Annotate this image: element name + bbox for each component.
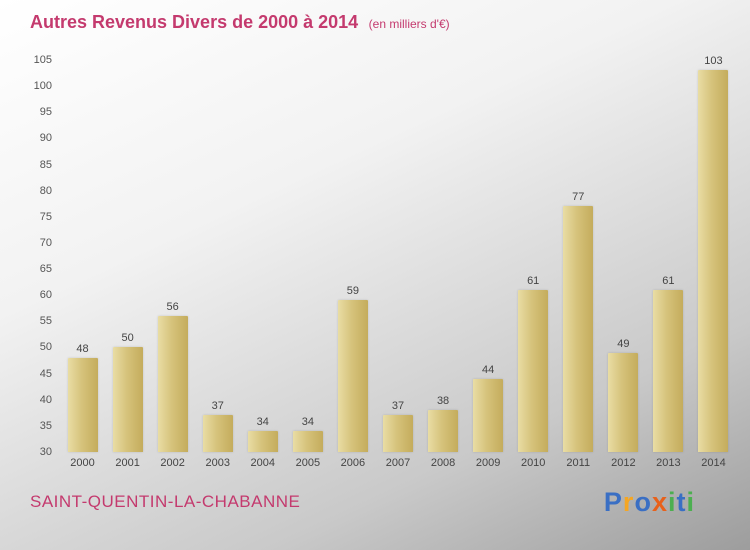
bar-slot: 56 2002 bbox=[150, 301, 195, 469]
logo-letter: t bbox=[676, 487, 687, 517]
y-axis-tick-label: 40 bbox=[39, 393, 52, 406]
y-axis-tick-label: 80 bbox=[39, 184, 52, 197]
bar bbox=[247, 431, 278, 452]
bar-value-label: 56 bbox=[166, 301, 179, 314]
bar-value-label: 37 bbox=[211, 400, 224, 413]
bar bbox=[382, 415, 413, 452]
y-axis-tick-label: 45 bbox=[39, 367, 52, 380]
bar bbox=[473, 378, 504, 452]
y-axis-tick-label: 50 bbox=[39, 341, 52, 354]
x-axis-tick-label: 2009 bbox=[475, 457, 501, 469]
bar-slot: 37 2003 bbox=[195, 400, 240, 469]
bar bbox=[608, 352, 639, 452]
x-axis-tick-label: 2004 bbox=[250, 457, 276, 469]
x-axis-tick-label: 2007 bbox=[385, 457, 411, 469]
logo-letter: i bbox=[667, 487, 677, 517]
y-axis-tick-label: 30 bbox=[39, 446, 52, 458]
bar-slot: 44 2009 bbox=[466, 363, 511, 469]
bar-slot: 38 2008 bbox=[421, 395, 466, 469]
bar bbox=[563, 206, 594, 452]
bar bbox=[112, 347, 143, 452]
commune-name: SAINT-QUENTIN-LA-CHABANNE bbox=[30, 492, 301, 511]
bar-value-label: 34 bbox=[301, 416, 314, 429]
x-axis-tick-label: 2000 bbox=[70, 457, 95, 469]
y-axis-tick-label: 90 bbox=[39, 132, 52, 145]
y-axis-tick-label: 100 bbox=[33, 80, 52, 93]
x-axis-tick-label: 2002 bbox=[160, 457, 185, 469]
bar-slot: 48 2000 bbox=[60, 342, 105, 469]
bar-chart: 30 35 40 45 50 55 60 65 70 75 80 85 90 95 100 105 48 2000… bbox=[34, 54, 736, 469]
bar bbox=[292, 431, 323, 452]
bar bbox=[428, 410, 459, 452]
x-axis-tick-label: 2008 bbox=[430, 457, 456, 469]
bar-slot: 50 2001 bbox=[105, 332, 150, 469]
bar-slot: 61 2010 bbox=[511, 274, 556, 469]
x-axis-tick-label: 2012 bbox=[611, 457, 636, 469]
logo-letter: r bbox=[622, 487, 635, 517]
bar-slot: 77 2011 bbox=[556, 191, 601, 469]
y-axis-tick-label: 65 bbox=[39, 263, 52, 276]
y-axis-tick-label: 105 bbox=[33, 54, 52, 66]
logo-letter: P bbox=[603, 487, 623, 517]
bar bbox=[653, 289, 684, 452]
bar bbox=[698, 70, 729, 452]
bar-slot: 37 2007 bbox=[375, 400, 420, 469]
y-axis-tick-label: 95 bbox=[39, 106, 52, 119]
bar-slot: 61 2013 bbox=[646, 274, 691, 469]
bar-value-label: 59 bbox=[346, 285, 360, 298]
y-axis-tick-label: 70 bbox=[39, 236, 52, 249]
bar-value-label: 61 bbox=[662, 274, 675, 287]
x-axis-tick-label: 2006 bbox=[340, 457, 366, 469]
logo-letter: o bbox=[634, 487, 652, 517]
bar bbox=[202, 415, 233, 452]
x-axis-tick-label: 2005 bbox=[295, 457, 321, 469]
proxiti-logo[interactable]: Proxiti bbox=[604, 487, 695, 518]
logo-letter: x bbox=[651, 487, 668, 517]
y-axis-tick-label: 55 bbox=[39, 315, 52, 328]
bar-value-label: 50 bbox=[121, 332, 134, 345]
bar-value-label: 44 bbox=[482, 363, 495, 376]
bar-value-label: 61 bbox=[527, 274, 540, 287]
chart-header: Autres Revenus Divers de 2000 à 2014 (en… bbox=[30, 12, 450, 33]
x-axis-tick-label: 2014 bbox=[701, 457, 726, 469]
chart-title: Autres Revenus Divers de 2000 à 2014 bbox=[30, 12, 359, 32]
bar bbox=[67, 357, 98, 452]
y-axis-tick-label: 60 bbox=[39, 289, 52, 302]
bar-slot: 34 2004 bbox=[240, 416, 285, 469]
bar-slot: 103 2014 bbox=[691, 55, 736, 469]
bar-slot: 59 2006 bbox=[330, 285, 375, 469]
bar-value-label: 34 bbox=[256, 416, 269, 429]
bar-value-label: 38 bbox=[436, 395, 450, 408]
bar-value-label: 37 bbox=[391, 400, 405, 413]
x-axis-tick-label: 2003 bbox=[205, 457, 230, 469]
bar bbox=[157, 316, 188, 452]
x-axis-tick-label: 2001 bbox=[115, 457, 140, 469]
y-axis-tick-label: 35 bbox=[39, 419, 52, 432]
x-axis-tick-label: 2011 bbox=[566, 457, 591, 469]
bar-value-label: 48 bbox=[76, 342, 89, 355]
x-axis-tick-label: 2013 bbox=[656, 457, 681, 469]
bar bbox=[337, 300, 368, 452]
bar bbox=[518, 289, 549, 452]
x-axis-tick-label: 2010 bbox=[520, 457, 546, 469]
y-axis-tick-label: 75 bbox=[39, 210, 52, 223]
bar-value-label: 103 bbox=[704, 55, 723, 68]
bar-value-label: 49 bbox=[617, 337, 630, 350]
bar-slot: 49 2012 bbox=[601, 337, 646, 469]
bar-value-label: 77 bbox=[572, 191, 585, 204]
logo-letter: i bbox=[686, 487, 695, 517]
y-axis-tick-label: 85 bbox=[39, 158, 52, 171]
chart-subtitle: (en milliers d'€) bbox=[368, 17, 450, 31]
bar-slot: 34 2005 bbox=[285, 416, 330, 469]
